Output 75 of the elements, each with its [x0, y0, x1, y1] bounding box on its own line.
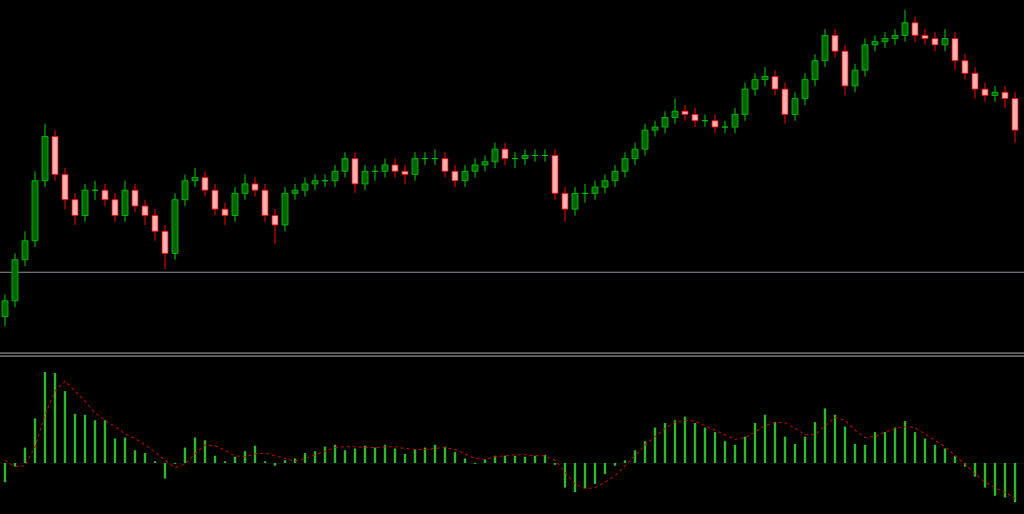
- candlestick: [461, 164, 469, 188]
- candlestick: [181, 173, 189, 207]
- candlestick: [191, 167, 199, 188]
- candlestick: [401, 164, 409, 185]
- candlestick: [231, 186, 239, 223]
- candlestick: [641, 123, 649, 156]
- candlestick: [751, 72, 759, 96]
- candlestick: [211, 183, 219, 216]
- candlestick: [381, 158, 389, 179]
- candlestick: [791, 91, 799, 122]
- candlestick: [101, 183, 109, 207]
- candlestick: [571, 186, 579, 216]
- candlestick: [771, 69, 779, 96]
- candlestick: [341, 151, 349, 179]
- candlestick: [901, 9, 909, 43]
- candlestick: [391, 158, 399, 179]
- candlestick: [361, 164, 369, 191]
- candlestick: [631, 142, 639, 166]
- candlestick: [981, 82, 989, 103]
- candlestick: [671, 98, 679, 125]
- candlestick: [251, 177, 259, 198]
- candlestick: [601, 173, 609, 194]
- candlestick: [111, 192, 119, 223]
- candlestick: [871, 34, 879, 52]
- candlestick: [1, 293, 9, 327]
- candlestick: [711, 113, 719, 134]
- candlestick: [731, 107, 739, 134]
- candlestick: [971, 66, 979, 100]
- candlestick: [811, 53, 819, 87]
- candlestick: [331, 164, 339, 188]
- candlestick: [761, 66, 769, 87]
- candlestick: [691, 107, 699, 128]
- candlestick: [931, 31, 939, 52]
- candlestick: [881, 31, 889, 49]
- candlestick: [151, 208, 159, 242]
- candlestick: [291, 183, 299, 201]
- candlestick: [591, 180, 599, 201]
- candlestick: [451, 164, 459, 188]
- candlestick: [21, 230, 29, 267]
- candlestick: [221, 202, 229, 226]
- candlestick: [71, 192, 79, 226]
- candlestick: [721, 120, 729, 134]
- candlestick: [991, 85, 999, 103]
- candlestick: [161, 224, 169, 270]
- candlestick: [411, 151, 419, 182]
- candlestick: [441, 151, 449, 179]
- candlestick: [561, 186, 569, 223]
- candlestick: [301, 177, 309, 198]
- candlestick: [141, 199, 149, 226]
- candlestick: [611, 164, 619, 188]
- bar: [463, 458, 467, 464]
- candlestick: [651, 120, 659, 137]
- candlestick: [471, 158, 479, 179]
- candlestick: [961, 53, 969, 81]
- candlestick: [1001, 85, 1009, 109]
- candlestick: [271, 208, 279, 245]
- candlestick: [521, 148, 529, 166]
- candlestick: [831, 28, 839, 58]
- candlestick: [911, 15, 919, 43]
- candlestick: [131, 183, 139, 213]
- candlestick: [241, 173, 249, 201]
- candlestick: [661, 110, 669, 134]
- candlestick: [501, 142, 509, 166]
- candlestick: [921, 28, 929, 46]
- candlestick: [491, 142, 499, 169]
- candlestick: [681, 104, 689, 122]
- candlestick: [621, 151, 629, 179]
- candlestick: [951, 31, 959, 71]
- candlestick: [891, 28, 899, 46]
- candlestick: [201, 170, 209, 198]
- candlestick: [851, 63, 859, 93]
- candlestick: [311, 173, 319, 191]
- candlestick: [941, 28, 949, 52]
- candlestick: [481, 154, 489, 172]
- candlestick: [801, 72, 809, 106]
